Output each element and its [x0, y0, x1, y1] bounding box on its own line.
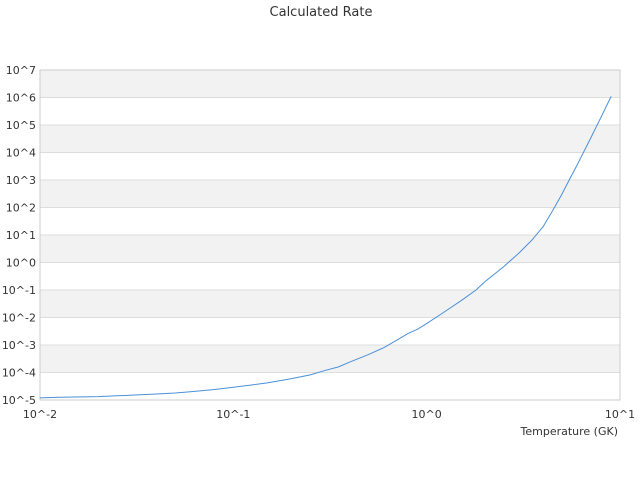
y-tick-label: 10^7: [6, 64, 36, 77]
x-tick-labels: 10^-2 10^-1 10^0 10^1: [23, 408, 635, 421]
y-tick-label: 10^1: [6, 229, 36, 242]
y-tick-label: 10^3: [6, 174, 36, 187]
grid-band: [40, 317, 620, 345]
grid-band: [40, 125, 620, 153]
y-tick-label: 10^-1: [2, 284, 36, 297]
y-tick-label: 10^4: [6, 147, 36, 160]
y-tick-labels: 10^-5 10^-4 10^-3 10^-2 10^-1 10^0 10^1 10^2 10^…: [2, 64, 36, 407]
y-tick-label: 10^0: [6, 257, 36, 270]
y-tick-label: 10^-4: [2, 367, 36, 380]
x-tick-label: 10^-1: [216, 408, 250, 421]
axes: [39, 69, 621, 401]
x-tick-label: 10^0: [412, 408, 442, 421]
x-tick-label: 10^-2: [23, 408, 57, 421]
y-tick-label: 10^5: [6, 119, 36, 132]
x-tick-label: 10^1: [605, 408, 635, 421]
grid-band: [40, 262, 620, 290]
y-tick-label: 10^2: [6, 202, 36, 215]
grid-band: [40, 290, 620, 318]
x-axis-title: Temperature (GK): [520, 425, 619, 438]
grid-band: [40, 70, 620, 98]
y-tick-label: 10^-2: [2, 312, 36, 325]
series-layer: [39, 96, 612, 399]
grid-band: [40, 97, 620, 125]
chart-title: Calculated Rate: [270, 5, 373, 20]
grid-band: [40, 345, 620, 373]
rate-series-line: [39, 96, 612, 399]
y-tick-label: 10^-3: [2, 339, 36, 352]
plot-frame: [39, 69, 621, 401]
y-tick-label: 10^-5: [2, 394, 36, 407]
y-tick-label: 10^6: [6, 92, 36, 105]
grid-band: [40, 207, 620, 235]
grid-band: [40, 152, 620, 180]
grid-band: [40, 180, 620, 208]
